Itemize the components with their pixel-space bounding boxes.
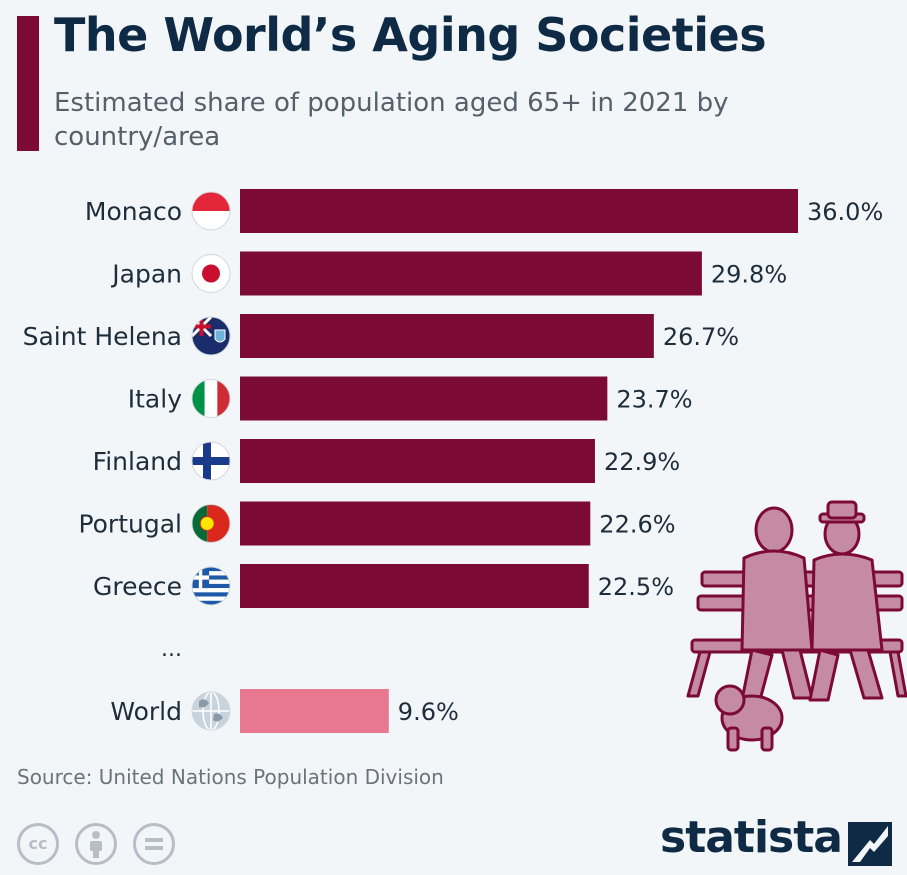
value-label: 22.5% — [598, 573, 674, 601]
category-label: Saint Helena — [23, 322, 182, 351]
bar-row: Monaco 36.0% — [85, 189, 883, 233]
bar-chart: Monaco 36.0% Japan 29.8% Saint Helena 26.7% It… — [23, 189, 883, 733]
globe-icon — [191, 691, 231, 731]
saint-helena-flag-icon — [191, 316, 231, 356]
greece-flag-icon — [191, 566, 231, 606]
title-accent-bar — [17, 16, 39, 151]
bar — [240, 189, 798, 233]
bar-row: Italy 23.7% — [128, 376, 693, 421]
portugal-flag-icon — [191, 504, 231, 543]
bar-row: Portugal 22.6% — [78, 501, 676, 546]
category-label: Japan — [110, 260, 182, 289]
italy-flag-icon — [191, 379, 231, 418]
finland-flag-icon — [191, 441, 231, 481]
category-label: Portugal — [78, 510, 182, 539]
category-label: Greece — [93, 572, 182, 601]
by-icon[interactable] — [75, 823, 117, 865]
chart-subtitle: Estimated share of population aged 65+ i… — [54, 88, 729, 152]
bar-row: World 9.6% — [110, 689, 459, 733]
monaco-flag-icon — [191, 191, 231, 231]
value-label: 36.0% — [807, 198, 883, 226]
statista-logo-mark-icon — [848, 822, 892, 866]
bar-row: Saint Helena 26.7% — [23, 314, 739, 358]
chart-title: The World’s Aging Societies — [54, 8, 767, 62]
nd-icon[interactable] — [133, 823, 175, 865]
category-label: Monaco — [85, 197, 182, 226]
bar — [240, 689, 389, 733]
value-label: 22.6% — [599, 511, 675, 539]
bar — [240, 314, 654, 358]
value-label: 26.7% — [663, 323, 739, 351]
bar — [240, 439, 595, 483]
value-label: 9.6% — [398, 698, 459, 726]
category-label: Italy — [128, 385, 182, 414]
value-label: 29.8% — [711, 261, 787, 289]
value-label: 22.9% — [604, 448, 680, 476]
bar-row: Japan 29.8% — [110, 251, 787, 296]
bar-row: Greece 22.5% — [93, 564, 674, 608]
japan-flag-icon — [191, 254, 231, 293]
bar-row: Finland 22.9% — [93, 439, 680, 483]
gap-ellipsis: ... — [161, 637, 182, 662]
elderly-couple-bench-illustration — [686, 500, 907, 752]
bar — [240, 251, 702, 296]
category-label: World — [110, 697, 182, 726]
statista-logo[interactable]: statista — [660, 812, 843, 863]
cc-icon[interactable]: cc — [17, 823, 59, 865]
bar — [240, 376, 608, 421]
source-note: Source: United Nations Population Divisi… — [17, 765, 444, 789]
bar — [240, 501, 591, 546]
category-label: Finland — [93, 447, 182, 476]
value-label: 23.7% — [616, 386, 692, 414]
bar — [240, 564, 589, 608]
